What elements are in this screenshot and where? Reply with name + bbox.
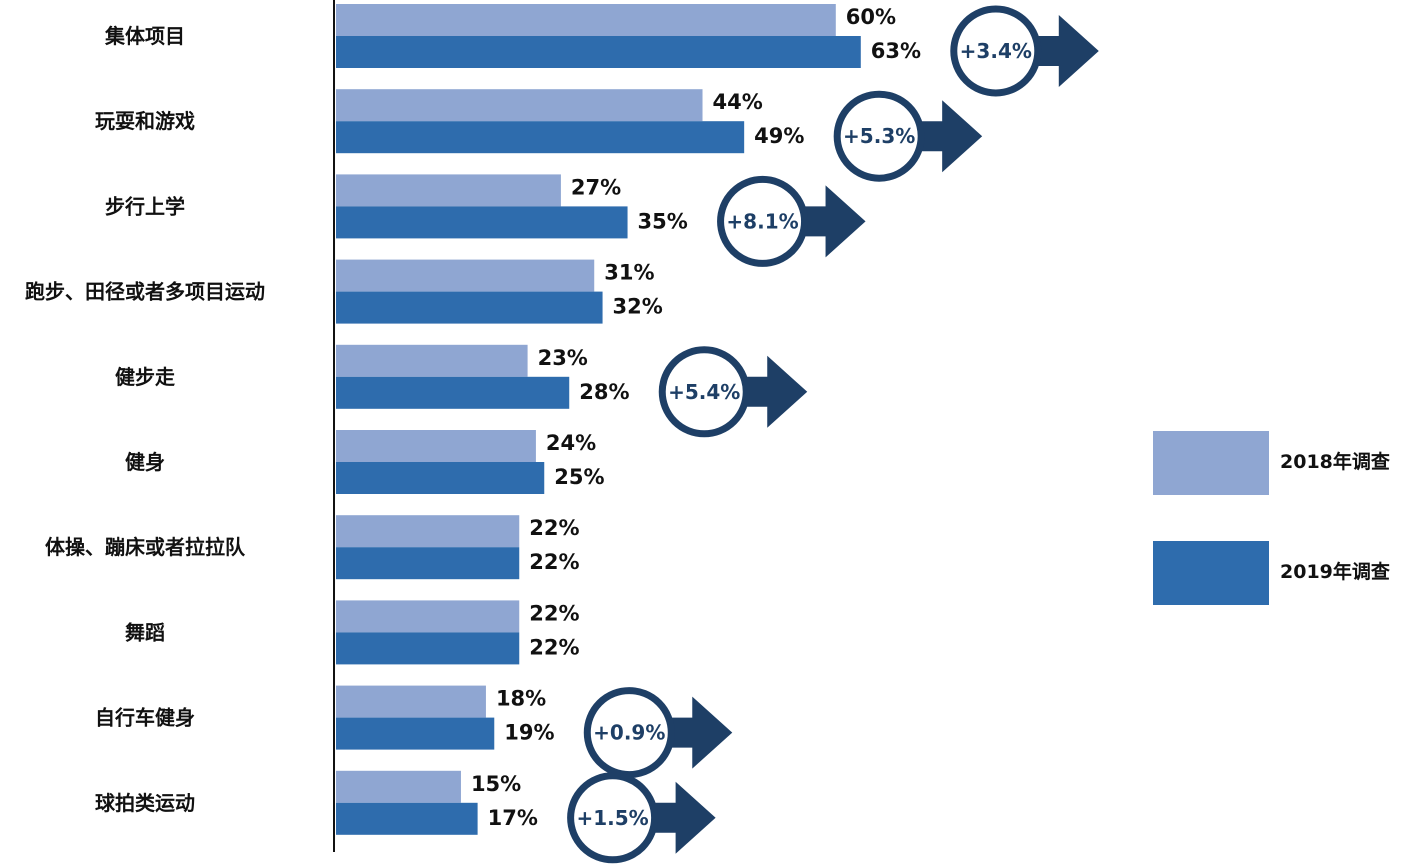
bar-2019-0 [336,36,861,68]
arrow-right-icon [640,781,716,854]
bar-2019-4 [336,376,570,409]
value-label-2019-4: 28% [579,380,629,404]
bar-2018-4 [336,344,528,377]
arrow-right-icon [907,100,983,173]
arrow-right-icon [1023,15,1099,87]
arrow-right-icon [732,355,808,428]
change-indicator-9: +1.5% [567,772,716,864]
legend-swatch-2019 [1153,541,1269,605]
category-label-9: 球拍类运动 [95,791,195,815]
category-label-4: 健步走 [115,365,175,389]
change-label-4: +5.4% [668,380,740,404]
bar-2018-7 [336,600,520,633]
category-label-6: 体操、蹦床或者拉拉队 [45,535,246,559]
circle-icon [950,5,1042,97]
category-label-5: 健身 [125,450,165,474]
value-label-2018-2: 27% [571,175,621,199]
value-label-2019-0: 63% [871,39,921,63]
bar-2019-8 [336,717,495,750]
value-label-2019-6: 22% [529,550,579,574]
labels: 集体项目 60% 63% 玩耍和游戏 44% 49% 步行上学 27% 35% 跑步、田径或者多项… [25,5,921,830]
circle-icon [658,346,750,438]
value-label-2019-3: 32% [613,295,663,319]
legend-label-2019: 2019年调查 [1280,560,1391,583]
circle-icon [567,772,659,864]
bar-2018-8 [336,685,486,718]
category-label-7: 舞蹈 [125,620,165,644]
arrow-right-icon [790,185,866,258]
bar-2019-1 [336,121,745,154]
value-label-2018-3: 31% [604,261,654,285]
value-label-2018-9: 15% [471,772,521,796]
category-label-2: 步行上学 [105,194,185,218]
change-indicator-4: +5.4% [658,346,808,438]
value-label-2018-8: 18% [496,687,546,711]
category-label-8: 自行车健身 [95,706,195,730]
bar-2019-7 [336,632,520,665]
change-arrows: +3.4% +5.3% +8.1% +5.4% +0.9% +1.5% [567,5,1099,864]
change-indicator-2: +8.1% [717,175,866,267]
arrow-right-icon [657,696,733,769]
legend: 2018年调查 2019年调查 [1153,431,1391,605]
circle-icon [583,687,675,779]
bar-2018-3 [336,259,595,292]
bar-2019-9 [336,802,478,835]
change-label-2: +8.1% [726,209,798,233]
value-label-2018-0: 60% [846,5,896,29]
bar-2018-5 [336,430,536,462]
value-label-2018-7: 22% [529,601,579,625]
value-label-2018-1: 44% [713,90,763,114]
value-label-2019-5: 25% [554,465,604,489]
value-label-2019-2: 35% [638,209,688,233]
circle-icon [717,175,809,267]
value-label-2018-4: 23% [538,346,588,370]
bar-2018-6 [336,515,520,548]
value-label-2018-5: 24% [546,431,596,455]
bar-2019-6 [336,547,520,580]
change-label-1: +5.3% [843,124,915,148]
value-label-2019-9: 17% [488,806,538,830]
value-label-2019-1: 49% [754,124,804,148]
bars [336,4,861,835]
change-label-0: +3.4% [960,39,1032,63]
change-indicator-0: +3.4% [950,5,1099,97]
category-label-3: 跑步、田径或者多项目运动 [25,280,265,304]
value-label-2019-7: 22% [529,635,579,659]
circle-icon [833,90,925,182]
legend-swatch-2018 [1153,431,1269,495]
value-label-2018-6: 22% [529,516,579,540]
bar-2018-1 [336,89,703,122]
change-label-8: +0.9% [593,721,665,745]
category-label-0: 集体项目 [104,24,185,48]
bar-2018-0 [336,4,836,36]
bar-2019-3 [336,291,603,324]
change-indicator-1: +5.3% [833,90,983,182]
category-label-1: 玩耍和游戏 [95,109,195,133]
bar-2018-9 [336,770,461,803]
legend-label-2018: 2018年调查 [1280,450,1391,473]
change-label-9: +1.5% [576,806,648,830]
bar-2018-2 [336,174,561,207]
bar-2019-5 [336,462,545,494]
value-label-2019-8: 19% [504,721,554,745]
bar-2019-2 [336,206,628,239]
change-indicator-8: +0.9% [583,687,733,779]
